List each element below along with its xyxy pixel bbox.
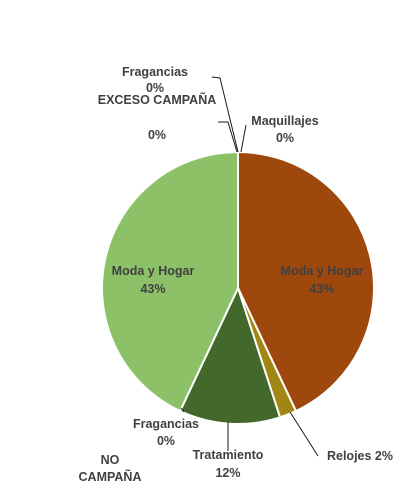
pie-slices	[100, 150, 376, 425]
pie-slice-moda-y-hogar-1	[237, 150, 376, 413]
pct-moda-hogar-left: 43%	[140, 282, 165, 296]
leader-line-fragancias-bottom	[180, 407, 185, 413]
label-relojes: Relojes 2%	[327, 449, 393, 463]
leader-line-maquillajes	[240, 124, 247, 153]
label-moda-hogar-left: Moda y Hogar	[112, 264, 195, 278]
pct-fragancias-bottom: 0%	[157, 434, 175, 448]
label-no-campana-line1: NO	[101, 453, 120, 467]
pie-slice-tratamiento-3	[178, 285, 282, 425]
pct-moda-hogar-right: 43%	[309, 282, 334, 296]
leader-line-exceso-campana	[218, 121, 238, 153]
leader-line-fragancias-top	[211, 76, 239, 153]
label-tratamiento: Tratamiento	[193, 448, 264, 462]
leader-lines	[180, 76, 319, 457]
pct-tratamiento: 12%	[215, 466, 240, 480]
label-moda-hogar-right: Moda y Hogar	[281, 264, 364, 278]
pct-fragancias-top: 0%	[146, 81, 164, 95]
pct-maquillajes: 0%	[276, 131, 294, 145]
pie-slice-moda-y-hogar-5	[100, 150, 239, 413]
leader-line-relojes	[289, 411, 319, 457]
label-maquillajes: Maquillajes	[251, 114, 318, 128]
label-exceso-campana: EXCESO CAMPAÑA	[98, 92, 217, 107]
label-fragancias-top: Fragancias	[122, 65, 188, 79]
label-fragancias-bottom: Fragancias	[133, 417, 199, 431]
label-no-campana-line2: CAMPAÑA	[79, 469, 142, 484]
pct-exceso-campana: 0%	[148, 128, 166, 142]
